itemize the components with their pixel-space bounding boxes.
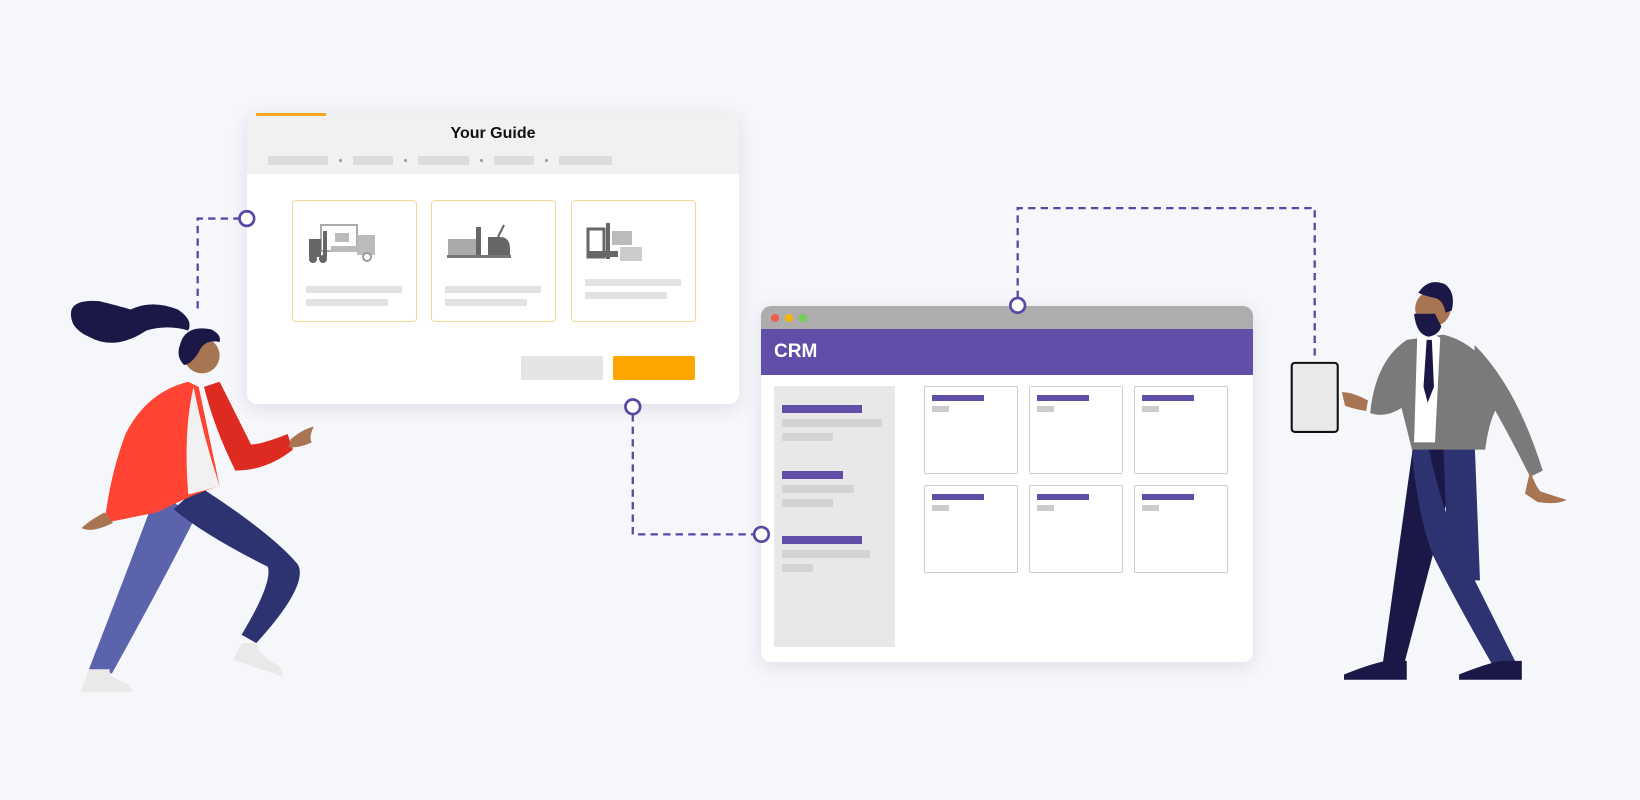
forklift-truck-icon [309, 224, 375, 263]
crm-record-card[interactable] [1029, 485, 1123, 573]
close-window-icon[interactable] [771, 314, 779, 322]
placeholder-line [445, 299, 527, 306]
card-subtitle-bar [932, 406, 949, 412]
placeholder-line [782, 485, 854, 493]
card-subtitle-bar [1037, 505, 1054, 511]
breadcrumb-step[interactable] [559, 156, 612, 165]
breadcrumb-separator [339, 159, 342, 162]
man-figure [1290, 282, 1567, 680]
tablet-icon [1290, 361, 1339, 433]
breadcrumb [268, 156, 612, 165]
crm-record-card[interactable] [1029, 386, 1123, 474]
card-subtitle-bar [1142, 505, 1159, 511]
placeholder-line [782, 433, 833, 441]
minimize-window-icon[interactable] [785, 314, 793, 322]
card-title-bar [1037, 494, 1089, 500]
card-title-bar [1142, 494, 1194, 500]
crm-record-card[interactable] [1134, 485, 1228, 573]
breadcrumb-separator [545, 159, 548, 162]
crm-title: CRM [774, 341, 818, 362]
card-title-bar [932, 395, 984, 401]
placeholder-line [782, 564, 813, 572]
crm-sidebar [774, 386, 895, 647]
breadcrumb-step[interactable] [353, 156, 393, 165]
sidebar-item[interactable] [782, 471, 843, 479]
placeholder-line [585, 292, 667, 299]
crm-record-card[interactable] [1134, 386, 1228, 474]
connector-woman-guide [196, 217, 241, 314]
placeholder-line [306, 286, 402, 293]
window-titlebar [761, 306, 1253, 329]
sidebar-item[interactable] [782, 536, 862, 544]
placeholder-line [782, 419, 882, 427]
connector-guide-crm [631, 414, 755, 536]
guide-option-card[interactable] [431, 200, 556, 322]
guide-title: Your Guide [450, 125, 536, 142]
guide-window: Your Guide [247, 113, 739, 404]
card-subtitle-bar [1037, 406, 1054, 412]
placeholder-line [782, 550, 870, 558]
placeholder-line [585, 279, 681, 286]
pallet-truck-icon [447, 224, 511, 258]
placeholder-line [782, 499, 833, 507]
back-button[interactable] [521, 356, 603, 380]
card-subtitle-bar [1142, 406, 1159, 412]
crm-record-card[interactable] [924, 485, 1018, 573]
next-button[interactable] [613, 356, 695, 380]
guide-option-card[interactable] [571, 200, 696, 322]
crm-header: CRM [761, 329, 1253, 375]
card-title-bar [932, 494, 984, 500]
sidebar-item[interactable] [782, 405, 862, 413]
card-title-bar [1142, 395, 1194, 401]
breadcrumb-separator [404, 159, 407, 162]
guide-progress-bar [256, 113, 326, 116]
guide-option-card[interactable] [292, 200, 417, 322]
placeholder-line [445, 286, 541, 293]
breadcrumb-step[interactable] [418, 156, 469, 165]
breadcrumb-step[interactable] [494, 156, 534, 165]
maximize-window-icon[interactable] [799, 314, 807, 322]
crm-record-card[interactable] [924, 386, 1018, 474]
placeholder-line [306, 299, 388, 306]
guide-header: Your Guide [247, 113, 739, 174]
crm-window: CRM [761, 306, 1253, 662]
reach-forklift-icon [586, 223, 642, 261]
card-title-bar [1037, 395, 1089, 401]
breadcrumb-separator [480, 159, 483, 162]
breadcrumb-step[interactable] [268, 156, 328, 165]
card-subtitle-bar [932, 505, 949, 511]
